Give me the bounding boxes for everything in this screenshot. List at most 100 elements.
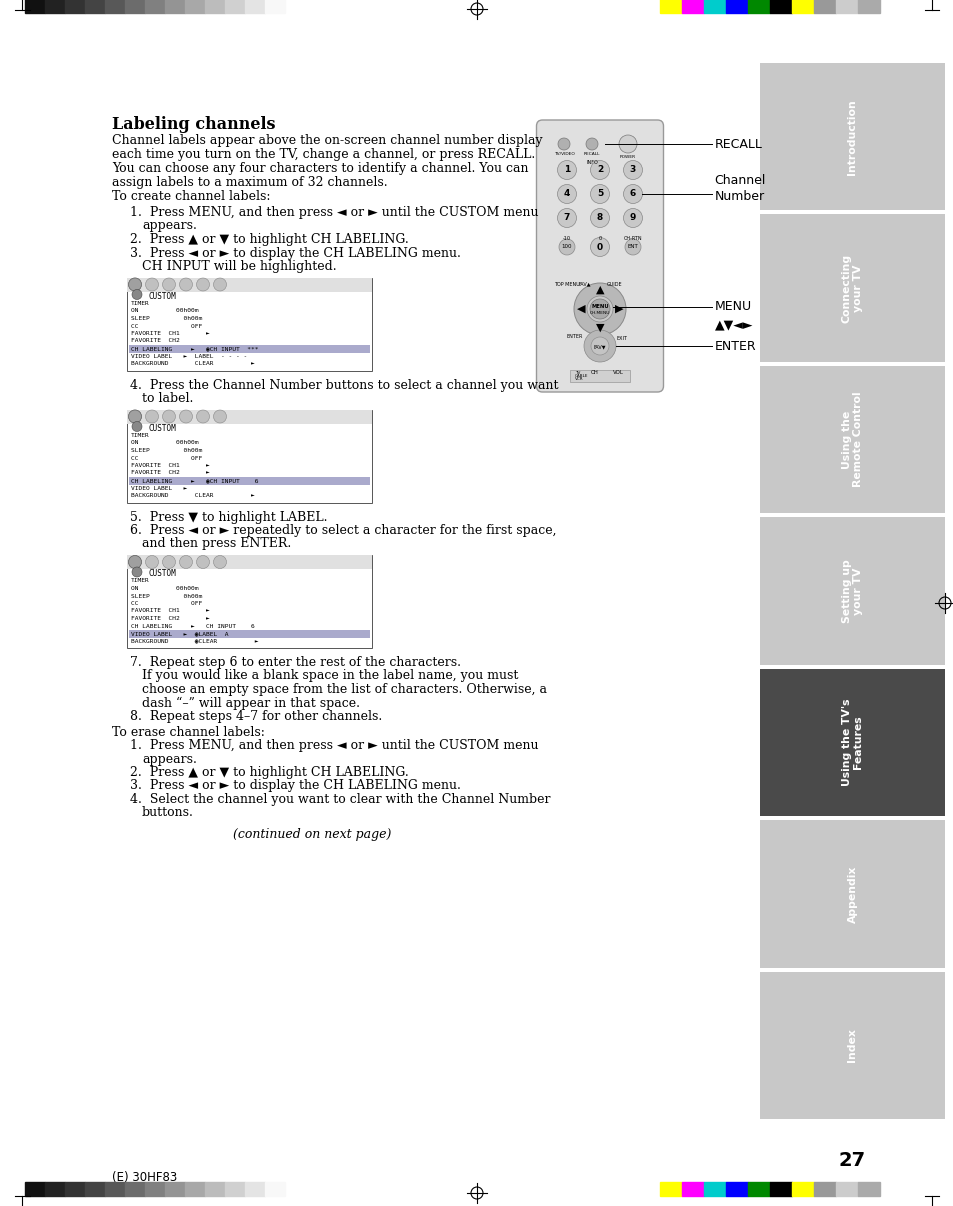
Bar xyxy=(65,1182,85,1196)
Text: VIDEO LABEL   ►  LABEL  - - - -: VIDEO LABEL ► LABEL - - - - xyxy=(131,353,247,358)
Text: CUSTOM: CUSTOM xyxy=(149,569,176,579)
Text: Setting up
your TV: Setting up your TV xyxy=(841,560,862,622)
Circle shape xyxy=(585,137,598,150)
Text: ON          00h00m: ON 00h00m xyxy=(131,586,198,591)
Circle shape xyxy=(590,238,609,257)
Bar xyxy=(105,0,125,13)
Bar xyxy=(791,0,813,13)
Bar xyxy=(127,277,372,292)
Circle shape xyxy=(196,279,210,291)
Bar xyxy=(835,0,857,13)
Circle shape xyxy=(558,239,575,254)
Text: ▼: ▼ xyxy=(595,323,603,333)
Bar xyxy=(703,1182,725,1196)
Text: Labeling channels: Labeling channels xyxy=(112,116,275,133)
Text: 5: 5 xyxy=(597,189,602,199)
Text: ON          00h00m: ON 00h00m xyxy=(131,309,198,314)
Text: appears.: appears. xyxy=(142,219,196,233)
Text: 3.  Press ◄ or ► to display the CH LABELING menu.: 3. Press ◄ or ► to display the CH LABELI… xyxy=(130,246,460,259)
Text: ◀: ◀ xyxy=(577,304,584,314)
Text: CH LABELING     ►   CH INPUT    6: CH LABELING ► CH INPUT 6 xyxy=(131,624,254,628)
Text: BACKGROUND       CLEAR          ►: BACKGROUND CLEAR ► xyxy=(131,361,254,365)
Text: You can choose any four characters to identify a channel. You can: You can choose any four characters to id… xyxy=(112,162,528,175)
Text: 6: 6 xyxy=(629,189,636,199)
Circle shape xyxy=(590,185,609,204)
Text: CH INPUT will be highlighted.: CH INPUT will be highlighted. xyxy=(142,260,336,273)
Text: Appendix: Appendix xyxy=(846,865,857,923)
Bar xyxy=(265,1182,285,1196)
Text: VIDEO LABEL   ►: VIDEO LABEL ► xyxy=(131,486,187,491)
Text: 1: 1 xyxy=(563,165,570,175)
Text: CH.MENU: CH.MENU xyxy=(589,311,610,315)
Text: (E) 30HF83: (E) 30HF83 xyxy=(112,1171,177,1184)
Bar xyxy=(835,1182,857,1196)
Text: ▶: ▶ xyxy=(614,304,622,314)
Bar xyxy=(45,0,65,13)
Bar xyxy=(725,1182,747,1196)
Bar xyxy=(125,1182,145,1196)
Bar xyxy=(681,0,703,13)
Text: CUSTOM: CUSTOM xyxy=(149,425,176,433)
Text: Channel labels appear above the on-screen channel number display: Channel labels appear above the on-scree… xyxy=(112,134,542,147)
Text: buttons.: buttons. xyxy=(142,807,193,820)
Circle shape xyxy=(590,160,609,180)
Text: INFO: INFO xyxy=(585,160,598,165)
Circle shape xyxy=(162,410,175,423)
Bar xyxy=(760,972,944,1119)
Text: VCR: VCR xyxy=(575,377,583,381)
Text: VOL: VOL xyxy=(612,370,622,375)
Circle shape xyxy=(132,289,142,299)
Circle shape xyxy=(129,410,141,423)
Text: 4: 4 xyxy=(563,189,570,199)
Bar xyxy=(205,0,225,13)
Circle shape xyxy=(557,160,576,180)
Bar xyxy=(165,0,185,13)
Circle shape xyxy=(129,556,141,568)
Text: If you would like a blank space in the label name, you must: If you would like a blank space in the l… xyxy=(142,669,517,683)
Text: Using the TV's
Features: Using the TV's Features xyxy=(841,698,862,786)
Text: ENT: ENT xyxy=(627,245,638,250)
Bar xyxy=(85,1182,105,1196)
Bar xyxy=(659,1182,681,1196)
Text: To erase channel labels:: To erase channel labels: xyxy=(112,726,265,738)
Text: BACKGROUND       CLEAR          ►: BACKGROUND CLEAR ► xyxy=(131,493,254,498)
Text: each time you turn on the TV, change a channel, or press RECALL.: each time you turn on the TV, change a c… xyxy=(112,148,535,160)
Text: TIMER: TIMER xyxy=(131,579,150,584)
Circle shape xyxy=(129,279,141,291)
Text: 7: 7 xyxy=(563,213,570,222)
Bar xyxy=(165,1182,185,1196)
Text: to label.: to label. xyxy=(142,392,193,405)
Bar xyxy=(760,63,944,210)
Text: VIDEO LABEL   ►  ◉LABEL  A: VIDEO LABEL ► ◉LABEL A xyxy=(131,631,243,636)
Circle shape xyxy=(213,410,226,423)
Text: To create channel labels:: To create channel labels: xyxy=(112,191,271,203)
Text: 8.  Repeat steps 4–7 for other channels.: 8. Repeat steps 4–7 for other channels. xyxy=(130,710,382,724)
Bar xyxy=(569,370,629,382)
Text: 8: 8 xyxy=(597,213,602,222)
Circle shape xyxy=(590,336,608,355)
Bar xyxy=(25,1182,45,1196)
Bar xyxy=(129,345,370,352)
Bar xyxy=(125,0,145,13)
Text: FAVORITE  CH2       ►: FAVORITE CH2 ► xyxy=(131,616,210,621)
Text: CC              OFF: CC OFF xyxy=(131,323,202,328)
Text: ON          00h00m: ON 00h00m xyxy=(131,440,198,445)
Circle shape xyxy=(623,160,641,180)
Text: 9: 9 xyxy=(629,213,636,222)
Text: 3.  Press ◄ or ► to display the CH LABELING menu.: 3. Press ◄ or ► to display the CH LABELI… xyxy=(130,779,460,792)
Text: FAVORITE  CH1       ►: FAVORITE CH1 ► xyxy=(131,609,210,614)
Bar xyxy=(769,0,791,13)
Text: CH LABELING     ►   ◉CH INPUT  ***: CH LABELING ► ◉CH INPUT *** xyxy=(131,346,258,351)
Circle shape xyxy=(557,185,576,204)
Text: CH: CH xyxy=(591,370,598,375)
Circle shape xyxy=(179,410,193,423)
Circle shape xyxy=(146,279,158,291)
Text: and then press ENTER.: and then press ENTER. xyxy=(142,538,291,550)
Text: TIMER: TIMER xyxy=(131,433,150,438)
Text: TIMER: TIMER xyxy=(131,302,150,306)
Bar xyxy=(245,0,265,13)
Bar xyxy=(747,1182,769,1196)
Text: 2: 2 xyxy=(597,165,602,175)
Text: Using the
Remote Control: Using the Remote Control xyxy=(841,392,862,487)
Text: FAV▼: FAV▼ xyxy=(593,344,605,349)
